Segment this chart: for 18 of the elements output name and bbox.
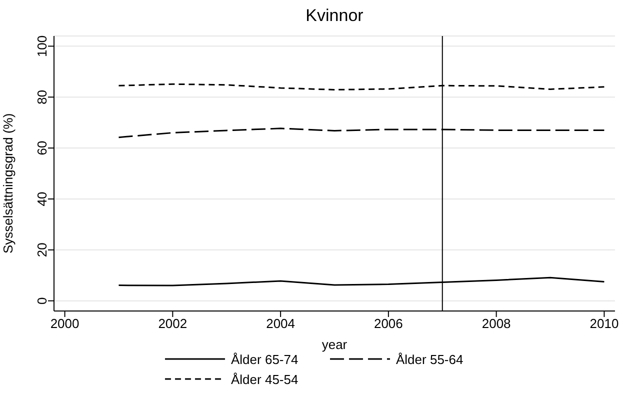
y-axis-title: Sysselsättningsgrad (%) [0, 113, 16, 254]
x-tick-label: 2004 [266, 316, 296, 332]
legend-label: Ålder 45-54 [231, 372, 298, 386]
x-tick-label: 2002 [158, 316, 188, 332]
x-tick-label: 2008 [482, 316, 511, 332]
y-tick-label: 0 [34, 297, 50, 304]
y-tick-label: 20 [34, 242, 50, 258]
x-tick-label: 2006 [374, 316, 403, 332]
x-tick-label: 2010 [590, 316, 619, 332]
chart-title: Kvinnor [304, 6, 364, 26]
y-tick-label: 80 [34, 90, 50, 104]
x-axis-title: year [322, 337, 348, 352]
legend-label: Ålder 65-74 [231, 352, 298, 366]
legend-label: Ålder 55-64 [396, 352, 464, 366]
y-tick-label: 100 [34, 35, 50, 58]
y-tick-label: 40 [34, 192, 50, 206]
x-tick-label: 2000 [50, 316, 80, 332]
y-tick-label: 60 [34, 140, 50, 156]
